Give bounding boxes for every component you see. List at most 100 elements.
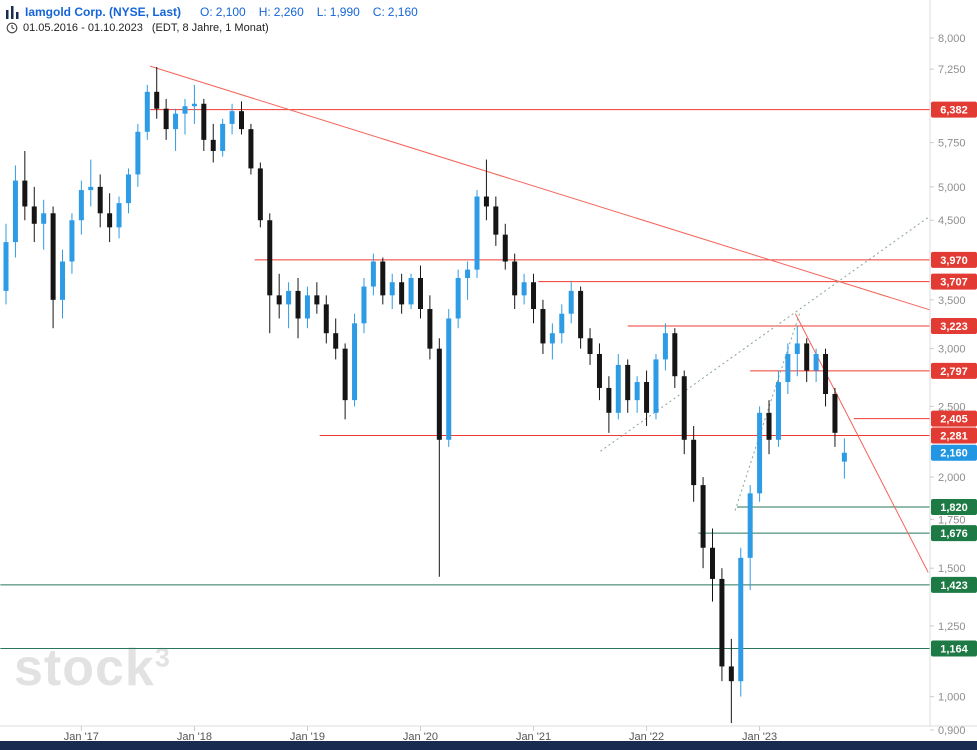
candle-body [257, 168, 263, 221]
candle-body [116, 203, 122, 228]
resistance-badge-label: 3,223 [940, 321, 968, 333]
candle-body [163, 108, 169, 130]
candle-body [399, 282, 405, 305]
candle-body [625, 364, 631, 401]
y-tick-label: 1,000 [938, 692, 966, 704]
resistance-badge-label: 3,970 [940, 255, 968, 267]
timeframe-info: (EDT, 8 Jahre, 1 Monat) [151, 22, 269, 34]
instrument-title: Iamgold Corp. (NYSE, Last) [25, 5, 182, 19]
candle-body [389, 282, 395, 296]
candle-body [286, 290, 292, 305]
candle-body [587, 338, 593, 354]
candle-body [135, 131, 141, 175]
candle-body [191, 103, 197, 107]
x-tick-label: Jan '21 [516, 731, 551, 743]
y-tick-label: 5,750 [938, 138, 966, 150]
support-badge [931, 576, 977, 593]
candle-body [97, 186, 103, 214]
candle-body [154, 91, 160, 109]
support-badge-label: 1,676 [940, 528, 968, 540]
candle-body [276, 295, 282, 305]
candle-body [813, 353, 819, 371]
candle-body [60, 261, 66, 300]
candle-body [710, 547, 715, 579]
candle-body [615, 364, 621, 413]
candle-body [267, 220, 273, 296]
resistance-badge-label: 2,797 [940, 366, 968, 378]
y-tick-label: 3,500 [938, 295, 966, 307]
candle-body [832, 393, 838, 433]
ohlc-open: O: 2,100 [200, 5, 246, 19]
resistance-badge [931, 362, 977, 379]
trendline [149, 65, 931, 311]
candle-body [483, 196, 489, 207]
candle-body [88, 186, 94, 191]
resistance-badge-label: 6,382 [940, 105, 968, 117]
candle-body [201, 103, 207, 140]
candle-body [314, 295, 320, 305]
resistance-badge-label: 3,707 [940, 277, 968, 289]
resistance-badge-label: 2,281 [940, 430, 968, 442]
candle-body [644, 382, 650, 413]
x-tick-label: Jan '19 [290, 731, 325, 743]
x-tick-label: Jan '23 [742, 731, 777, 743]
y-tick-label: 7,250 [938, 64, 966, 76]
candle-body [775, 382, 781, 440]
candle-body [69, 220, 75, 262]
candle-body [700, 485, 706, 548]
candle-body [531, 282, 537, 310]
candle-body [841, 452, 847, 462]
candle-body [370, 261, 376, 287]
candle-body [794, 343, 800, 354]
candle-body [173, 113, 179, 130]
resistance-badge [931, 251, 977, 268]
resistance-badge [931, 410, 977, 427]
y-tick-label: 0,900 [938, 725, 966, 737]
support-badge-label: 1,423 [940, 580, 968, 592]
candle-body [596, 353, 602, 388]
candle-body [417, 277, 423, 310]
candle-body [50, 213, 56, 300]
resistance-badge [931, 101, 977, 118]
x-tick-label: Jan '22 [629, 731, 664, 743]
candle-body [785, 353, 791, 383]
candle-body [465, 269, 471, 278]
watermark-sup: 3 [154, 642, 171, 673]
current-price-badge [931, 444, 977, 461]
candle-body [352, 323, 358, 401]
y-tick-label: 2,500 [938, 401, 966, 413]
resistance-badge [931, 273, 977, 290]
y-tick-label: 1,500 [938, 563, 966, 575]
candle-body [408, 277, 414, 305]
candle-body [578, 290, 584, 339]
resistance-badge [931, 427, 977, 444]
y-tick-label: 1,250 [938, 621, 966, 633]
candle-body [728, 666, 734, 682]
candle-body [766, 412, 772, 440]
candle-body [31, 206, 37, 224]
trendline [794, 313, 929, 573]
candle-body [144, 91, 150, 132]
candle-body [653, 359, 659, 413]
candle-body [125, 174, 131, 204]
candle-body [568, 290, 574, 314]
date-range: 01.05.2016 - 01.10.2023 [23, 22, 143, 34]
candle-body [672, 333, 678, 377]
candle-body [691, 439, 697, 486]
candle-body [436, 348, 442, 440]
candle-body [12, 180, 18, 243]
candle-body [738, 557, 744, 682]
candle-body [757, 412, 763, 494]
y-tick-label: 2,000 [938, 472, 966, 484]
y-tick-label: 5,000 [938, 182, 966, 194]
watermark-stock3: stock3 [14, 642, 171, 694]
candle-body [540, 309, 546, 344]
candle-body [559, 313, 565, 334]
bottom-bar [0, 741, 977, 750]
candle-body [220, 123, 226, 151]
chart-header: Iamgold Corp. (NYSE, Last) O: 2,100 H: 2,2… [6, 5, 418, 34]
candle-body [502, 234, 508, 262]
candle-body [681, 376, 687, 440]
resistance-badge-label: 2,405 [940, 414, 968, 426]
